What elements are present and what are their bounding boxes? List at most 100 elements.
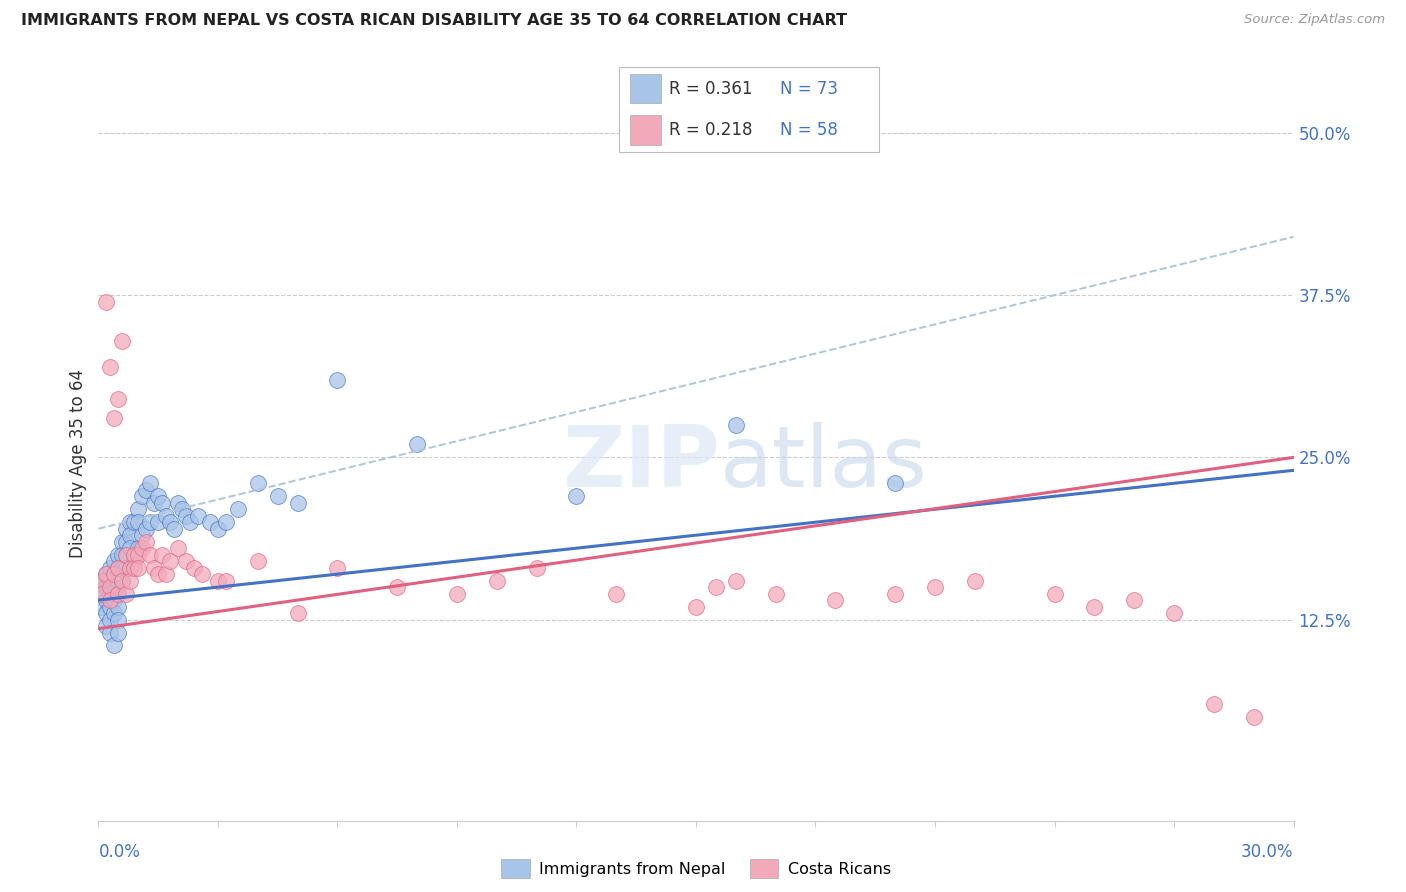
Point xyxy=(605,586,627,600)
Point xyxy=(100,625,122,640)
Point xyxy=(148,567,170,582)
Point xyxy=(111,574,134,588)
Point xyxy=(207,574,229,588)
Point xyxy=(1243,710,1265,724)
Point xyxy=(267,489,290,503)
Text: 0.0%: 0.0% xyxy=(98,843,141,861)
Point xyxy=(207,522,229,536)
Point xyxy=(127,548,149,562)
Point xyxy=(100,593,122,607)
Point xyxy=(103,606,125,620)
Point xyxy=(148,515,170,529)
Point xyxy=(215,515,238,529)
Point xyxy=(107,574,129,588)
Text: R = 0.218: R = 0.218 xyxy=(669,120,752,139)
Point xyxy=(107,613,129,627)
Point xyxy=(526,560,548,574)
Point xyxy=(174,508,197,523)
Point xyxy=(115,522,138,536)
Point xyxy=(167,496,190,510)
Point xyxy=(107,392,129,406)
Point xyxy=(143,560,166,574)
Point xyxy=(96,619,118,633)
Point xyxy=(1163,606,1185,620)
Point xyxy=(884,476,907,491)
Point xyxy=(131,541,153,556)
Point xyxy=(1123,593,1146,607)
Point xyxy=(884,586,907,600)
Point xyxy=(724,417,747,432)
Text: N = 58: N = 58 xyxy=(780,120,838,139)
Point xyxy=(120,541,142,556)
Point xyxy=(103,567,125,582)
Point xyxy=(139,515,162,529)
Point xyxy=(131,489,153,503)
Point xyxy=(724,574,747,588)
Point xyxy=(159,515,181,529)
Point xyxy=(485,574,508,588)
Point xyxy=(174,554,197,568)
Point xyxy=(135,522,157,536)
Point xyxy=(406,437,429,451)
Point xyxy=(191,567,214,582)
Point xyxy=(115,586,138,600)
Point xyxy=(107,625,129,640)
Point xyxy=(1043,586,1066,600)
Point xyxy=(91,574,114,588)
Point xyxy=(120,528,142,542)
Point xyxy=(96,294,118,309)
Text: IMMIGRANTS FROM NEPAL VS COSTA RICAN DISABILITY AGE 35 TO 64 CORRELATION CHART: IMMIGRANTS FROM NEPAL VS COSTA RICAN DIS… xyxy=(21,13,846,29)
Point xyxy=(179,515,201,529)
Point xyxy=(111,334,134,348)
Point xyxy=(100,586,122,600)
Point xyxy=(385,580,409,594)
Text: R = 0.361: R = 0.361 xyxy=(669,79,752,98)
Point xyxy=(100,599,122,614)
Point xyxy=(131,528,153,542)
Point xyxy=(246,554,269,568)
Point xyxy=(91,586,114,600)
Point xyxy=(135,534,157,549)
Text: N = 73: N = 73 xyxy=(780,79,838,98)
Point xyxy=(172,502,194,516)
Point xyxy=(111,560,134,574)
Point xyxy=(139,548,162,562)
Point xyxy=(100,560,122,574)
Point xyxy=(96,567,118,582)
Point xyxy=(326,372,349,386)
Point xyxy=(107,548,129,562)
Point xyxy=(107,586,129,600)
Point xyxy=(163,522,186,536)
Point xyxy=(100,613,122,627)
Point xyxy=(107,599,129,614)
Point xyxy=(148,489,170,503)
Point xyxy=(115,548,138,562)
Text: atlas: atlas xyxy=(720,422,928,506)
Point xyxy=(167,541,190,556)
Point xyxy=(103,580,125,594)
Point xyxy=(124,554,146,568)
Point xyxy=(139,476,162,491)
Point xyxy=(103,639,125,653)
Point xyxy=(127,560,149,574)
Point xyxy=(96,593,118,607)
Point xyxy=(685,599,707,614)
Y-axis label: Disability Age 35 to 64: Disability Age 35 to 64 xyxy=(69,369,87,558)
Point xyxy=(120,574,142,588)
Point xyxy=(124,515,146,529)
Point xyxy=(96,567,118,582)
Point xyxy=(115,534,138,549)
Point xyxy=(124,548,146,562)
Point xyxy=(155,508,177,523)
Point xyxy=(215,574,238,588)
Point xyxy=(924,580,946,594)
Point xyxy=(91,586,114,600)
Point xyxy=(765,586,787,600)
Point xyxy=(198,515,221,529)
Point xyxy=(963,574,986,588)
Point xyxy=(155,567,177,582)
Point xyxy=(150,496,173,510)
Point xyxy=(704,580,727,594)
Point xyxy=(135,483,157,497)
Point xyxy=(107,560,129,574)
